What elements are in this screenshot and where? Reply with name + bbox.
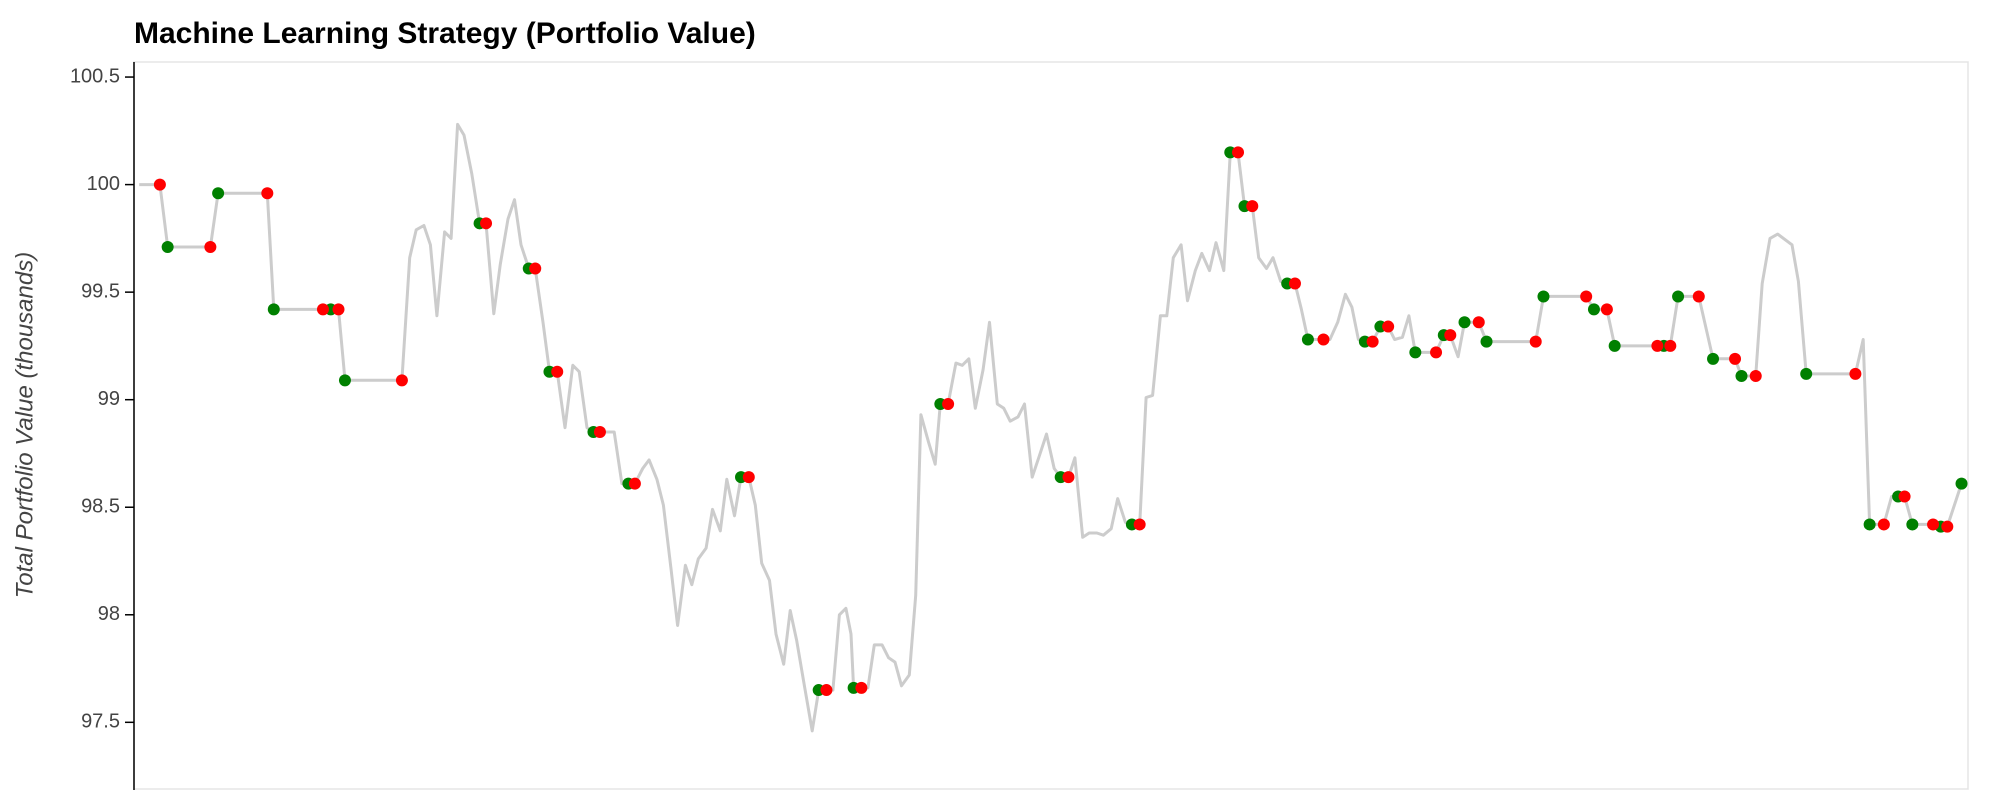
trade-marker	[1480, 335, 1493, 348]
trade-marker	[1409, 346, 1422, 359]
y-tick-label: 98	[98, 603, 120, 625]
trade-marker	[1927, 518, 1940, 531]
trade-marker	[261, 187, 274, 200]
trade-marker	[1382, 320, 1395, 333]
trade-marker	[267, 303, 280, 316]
trade-marker	[1849, 367, 1862, 380]
trade-marker	[942, 397, 955, 410]
trade-marker	[1906, 518, 1919, 531]
trade-marker	[161, 240, 174, 253]
trade-marker	[742, 471, 755, 484]
trade-marker	[1288, 277, 1301, 290]
plot-frame	[133, 61, 1969, 790]
trade-marker	[593, 425, 606, 438]
trade-marker	[1600, 303, 1613, 316]
trade-marker	[1537, 290, 1550, 303]
trade-marker	[1317, 333, 1330, 346]
trade-marker	[1133, 518, 1146, 531]
trade-marker	[1608, 339, 1621, 352]
trade-marker	[1366, 335, 1379, 348]
trade-marker	[1062, 471, 1075, 484]
trade-marker	[1651, 339, 1664, 352]
trade-marker	[1246, 200, 1259, 213]
trade-marker	[1955, 477, 1968, 490]
trade-marker	[1898, 490, 1911, 503]
y-tick-label: 97.5	[81, 711, 120, 733]
trade-marker	[1749, 370, 1762, 383]
trade-marker	[1664, 339, 1677, 352]
trade-marker	[1707, 352, 1720, 365]
portfolio-line	[139, 122, 1963, 733]
y-tick-label: 100.5	[70, 65, 120, 87]
trade-marker	[1672, 290, 1685, 303]
trade-marker	[1729, 352, 1742, 365]
trade-marker	[551, 365, 564, 378]
trade-marker	[1863, 518, 1876, 531]
trade-marker	[153, 178, 166, 191]
trade-marker	[1472, 316, 1485, 329]
trade-marker	[529, 262, 542, 275]
trade-marker	[1692, 290, 1705, 303]
trade-marker	[1458, 316, 1471, 329]
trade-marker	[1232, 146, 1245, 159]
trade-marker	[332, 303, 345, 316]
trade-marker	[316, 303, 329, 316]
trade-marker	[1735, 370, 1748, 383]
trade-marker	[212, 187, 225, 200]
y-tick-label: 98.5	[81, 496, 120, 518]
trade-marker	[1941, 520, 1954, 533]
trade-marker	[1301, 333, 1314, 346]
trade-marker	[820, 684, 833, 697]
trade-marker	[1800, 367, 1813, 380]
trade-marker	[1529, 335, 1542, 348]
trade-marker	[1580, 290, 1593, 303]
y-tick-label: 99.5	[81, 280, 120, 302]
trade-marker	[480, 217, 493, 230]
y-tick-label: 99	[98, 388, 120, 410]
trade-marker	[628, 477, 641, 490]
trade-marker	[338, 374, 351, 387]
y-axis-label: Total Portfolio Value (thousands)	[11, 252, 38, 598]
trade-marker	[204, 240, 217, 253]
trade-marker	[1587, 303, 1600, 316]
y-tick-label: 100	[87, 173, 120, 195]
trade-marker	[855, 681, 868, 694]
trade-marker	[1444, 329, 1457, 342]
trade-marker	[1430, 346, 1443, 359]
trade-marker	[1877, 518, 1890, 531]
trade-marker	[395, 374, 408, 387]
chart-title: Machine Learning Strategy (Portfolio Val…	[134, 17, 756, 50]
